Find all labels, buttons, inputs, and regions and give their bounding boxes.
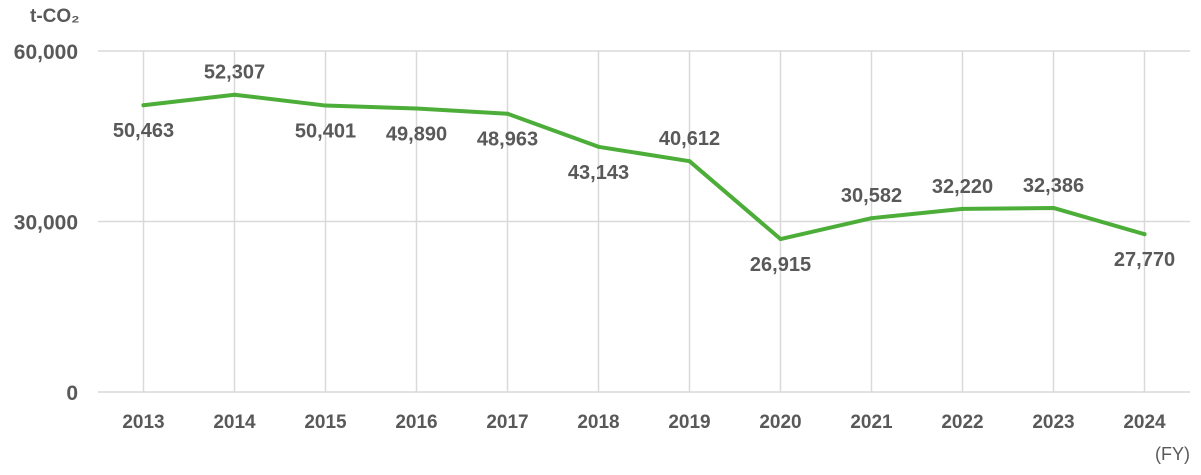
data-point xyxy=(960,206,965,211)
x-tick-label: 2024 xyxy=(1123,412,1166,433)
data-point xyxy=(414,106,419,111)
data-label: 52,307 xyxy=(204,62,265,84)
data-label: 48,963 xyxy=(477,129,538,151)
x-tick-label: 2018 xyxy=(577,412,619,433)
data-label: 40,612 xyxy=(659,128,720,150)
data-point xyxy=(1142,232,1147,237)
data-label: 32,386 xyxy=(1023,175,1084,197)
data-label: 26,915 xyxy=(750,254,811,276)
data-point xyxy=(141,103,146,108)
data-point xyxy=(778,237,783,242)
data-labels: 50,463 52,307 50,401 49,890 48,963 43,143 40,6… xyxy=(113,62,1175,276)
data-label: 50,401 xyxy=(295,121,356,143)
x-tick-label: 2021 xyxy=(850,412,893,433)
x-tick-label: 2022 xyxy=(941,412,983,433)
data-point xyxy=(596,144,601,149)
data-point xyxy=(505,111,510,116)
grid xyxy=(98,50,1190,393)
data-label: 49,890 xyxy=(386,123,447,145)
y-tick-label: 60,000 xyxy=(14,41,78,64)
data-point xyxy=(232,92,237,97)
y-tick-label: 0 xyxy=(66,382,78,405)
x-tick-label: 2016 xyxy=(395,412,437,433)
data-point xyxy=(323,103,328,108)
x-tick-label: 2023 xyxy=(1032,412,1074,433)
x-tick-label: 2014 xyxy=(213,412,256,433)
series xyxy=(141,92,1147,242)
x-tick-label: 2019 xyxy=(668,412,710,433)
data-label: 32,220 xyxy=(932,176,993,198)
data-label: 30,582 xyxy=(841,185,902,207)
x-tick-label: 2017 xyxy=(486,412,528,433)
data-label: 50,463 xyxy=(113,120,174,142)
x-tick-label: 2015 xyxy=(304,412,347,433)
data-label: 27,770 xyxy=(1114,249,1175,271)
y-axis: 0 30,000 60,000 xyxy=(14,41,78,405)
x-tick-label: 2013 xyxy=(122,412,164,433)
x-axis-unit: (FY) xyxy=(1155,444,1190,464)
data-point xyxy=(869,216,874,221)
x-tick-label: 2020 xyxy=(759,412,801,433)
y-axis-unit: t-CO₂ xyxy=(30,6,80,27)
series-line xyxy=(141,92,1147,242)
data-point xyxy=(687,159,692,164)
data-point xyxy=(1051,205,1056,210)
y-tick-label: 30,000 xyxy=(14,212,78,235)
x-axis: 2013 2014 2015 2016 2017 2018 2019 2020 2021 2022… xyxy=(122,412,1166,433)
data-label: 43,143 xyxy=(568,162,629,184)
